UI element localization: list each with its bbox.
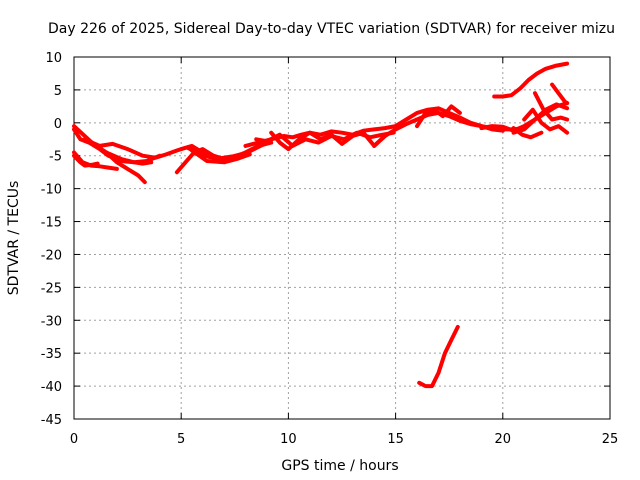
x-tick-label: 15 xyxy=(387,432,404,447)
x-tick-label: 20 xyxy=(495,432,512,447)
series-line-track-19 xyxy=(533,91,570,122)
y-tick-label: -5 xyxy=(49,150,62,165)
x-axis: 0 5 10 15 20 25 xyxy=(70,57,618,447)
y-tick-label: 5 xyxy=(54,84,62,99)
x-tick-label: 10 xyxy=(280,432,297,447)
series-line-track-18 xyxy=(522,107,570,135)
series-line-track-10 xyxy=(185,145,248,161)
x-tick-label: 0 xyxy=(70,432,78,447)
series-line-track-9 xyxy=(189,148,252,165)
series-line-track-4 xyxy=(72,153,100,168)
plot-frame xyxy=(73,56,611,420)
series-line-track-22 xyxy=(492,61,570,99)
y-tick-label: 0 xyxy=(54,117,62,132)
series-line-track-20 xyxy=(550,82,570,106)
y-tick-label: 10 xyxy=(45,51,62,66)
series-line-track-15 xyxy=(415,104,462,129)
series-line-track-5 xyxy=(82,137,184,160)
x-tick-label: 25 xyxy=(602,432,619,447)
series-line-track-21 xyxy=(511,126,544,140)
chart-title: Day 226 of 2025, Sidereal Day-to-day VTE… xyxy=(48,21,615,37)
y-tick-label: -15 xyxy=(41,216,62,231)
y-tick-label: -30 xyxy=(41,314,62,329)
series-line-track-23 xyxy=(417,324,460,389)
x-tick-label: 5 xyxy=(177,432,185,447)
y-tick-label: -20 xyxy=(41,248,62,263)
y-axis-title: SDTVAR / TECUs xyxy=(6,181,22,296)
y-tick-label: -25 xyxy=(41,281,62,296)
y-tick-label: -40 xyxy=(41,380,62,395)
series-line-track-16 xyxy=(479,101,570,133)
y-tick-label: -10 xyxy=(41,183,62,198)
series-line-track-13 xyxy=(269,130,387,152)
series-line-track-17 xyxy=(511,102,570,135)
y-tick-label: -35 xyxy=(41,347,62,362)
y-tick-label: -45 xyxy=(41,413,62,428)
x-axis-title: GPS time / hours xyxy=(281,458,398,474)
y-axis: 10 5 0 -5 -10 -15 -20 -25 -30 -35 -40 -45 xyxy=(41,51,610,428)
series-line-track-6 xyxy=(89,140,162,165)
series-group xyxy=(72,61,570,389)
